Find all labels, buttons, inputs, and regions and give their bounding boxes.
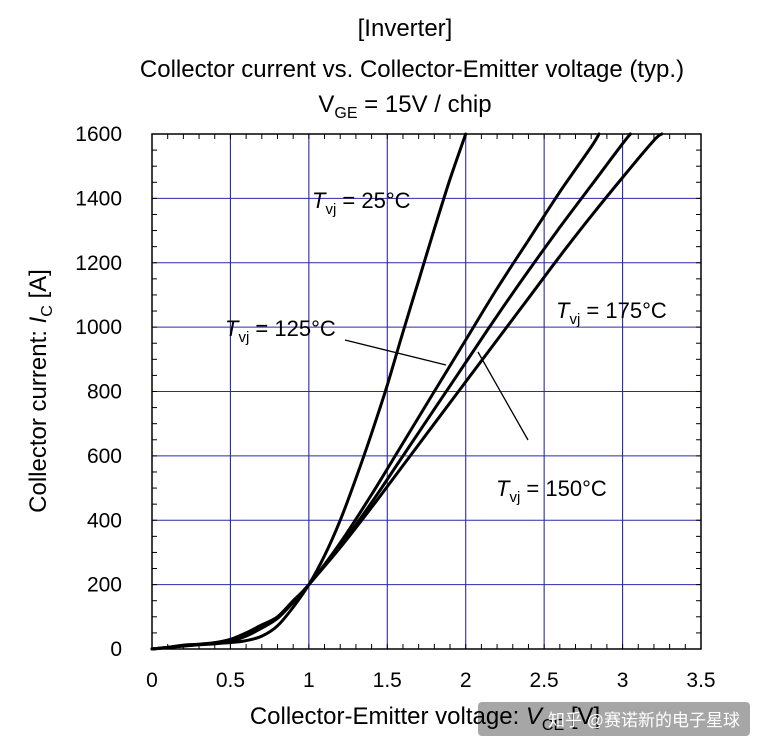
leader-line-125 — [344, 339, 447, 366]
subtitle-suffix: = 15V / chip — [358, 91, 492, 118]
y-axis-label: Collector current: IC [A] — [25, 269, 56, 513]
annotation-tvj-175: Tvj = 175°C — [556, 298, 667, 328]
watermark: 知乎 @赛诺新的电子星球 — [548, 710, 740, 730]
x-tick-label: 1.5 — [373, 669, 402, 692]
x-tick-label: 3 — [617, 669, 629, 692]
x-tick-label: 0.5 — [216, 669, 245, 692]
x-tick-label: 3.5 — [686, 669, 715, 692]
grid — [152, 134, 701, 649]
annotation-tvj-150: Tvj = 150°C — [496, 476, 607, 506]
x-tick-label: 0 — [146, 669, 158, 692]
chart-title-line-1: [Inverter] — [358, 15, 453, 42]
annotation-tvj-25: Tvj = 25°C — [312, 188, 411, 218]
y-tick-labels: 0 200 400 600 800 1000 1200 1400 1600 — [75, 123, 122, 661]
subtitle-subscript: GE — [334, 105, 357, 122]
x-axis-label: Collector-Emitter voltage: VCE [V] — [250, 703, 600, 734]
y-tick-label: 800 — [87, 381, 122, 404]
x-tick-label: 2 — [460, 669, 472, 692]
y-tick-label: 200 — [87, 574, 122, 597]
series-line-3 — [150, 132, 664, 651]
y-tick-label: 400 — [87, 509, 122, 532]
y-tick-label: 1000 — [75, 316, 122, 339]
x-tick-label: 1 — [303, 669, 315, 692]
y-tick-label: 1600 — [75, 123, 122, 146]
chart-title-line-2: Collector current vs. Collector-Emitter … — [140, 56, 684, 83]
watermark-background — [478, 702, 750, 736]
leader-line-150 — [477, 351, 529, 441]
plot-frame — [151, 133, 702, 650]
y-tick-label: 0 — [110, 638, 122, 661]
x-tick-label: 2.5 — [530, 669, 559, 692]
x-tick-labels: 0 0.5 1 1.5 2 2.5 3 3.5 — [146, 669, 715, 692]
annotation-tvj-125: Tvj = 125°C — [225, 316, 336, 346]
minor-ticks — [151, 133, 702, 650]
y-tick-label: 1400 — [75, 187, 122, 210]
series-lines — [150, 132, 664, 651]
subtitle-var: V — [318, 91, 334, 118]
y-tick-label: 600 — [87, 445, 122, 468]
y-tick-label: 1200 — [75, 252, 122, 275]
chart-subtitle: VGE = 15V / chip — [318, 91, 491, 122]
